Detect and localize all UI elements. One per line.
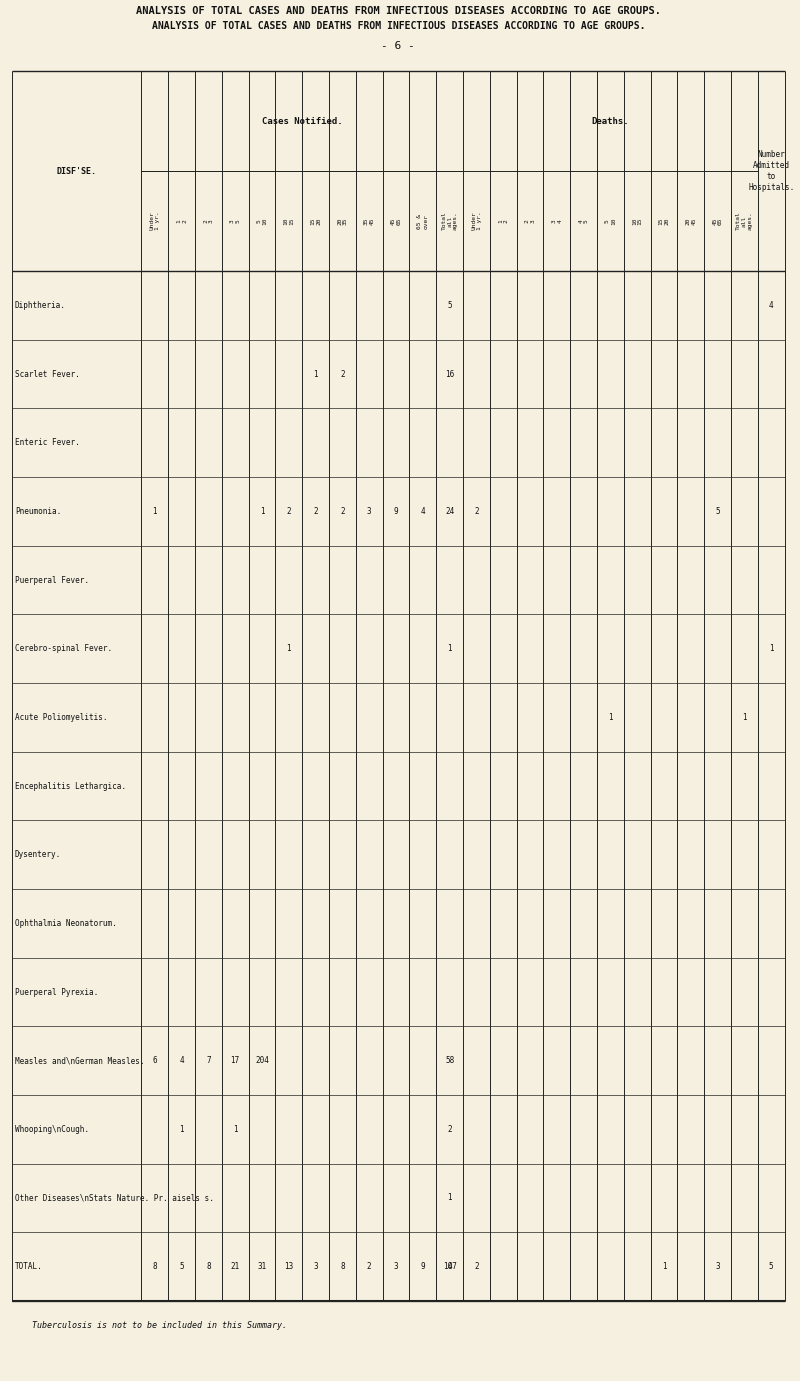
Text: Cerebro-spinal Fever.: Cerebro-spinal Fever. bbox=[15, 644, 112, 653]
Text: Total
all
ages.: Total all ages. bbox=[736, 211, 753, 231]
Text: 20
35: 20 35 bbox=[337, 217, 348, 225]
Text: 1: 1 bbox=[233, 1126, 238, 1134]
Text: Cases Notified.: Cases Notified. bbox=[262, 116, 342, 126]
Text: 8: 8 bbox=[153, 1262, 157, 1271]
Text: 45
65: 45 65 bbox=[712, 217, 723, 225]
Text: Other Diseases\nStats Nature. Pr. aisels s.: Other Diseases\nStats Nature. Pr. aisels… bbox=[15, 1193, 214, 1203]
Text: 2
3: 2 3 bbox=[203, 220, 214, 222]
Text: 3
4: 3 4 bbox=[551, 220, 562, 222]
Text: DISF'SE.: DISF'SE. bbox=[57, 167, 97, 175]
Text: 2: 2 bbox=[447, 1126, 452, 1134]
Text: 2: 2 bbox=[340, 507, 345, 516]
Text: 2: 2 bbox=[367, 1262, 371, 1271]
Text: Total
all
ages.: Total all ages. bbox=[442, 211, 458, 231]
Text: 35
45: 35 45 bbox=[364, 217, 374, 225]
Text: 4: 4 bbox=[769, 301, 774, 309]
Text: 17: 17 bbox=[230, 1056, 240, 1065]
Text: 204: 204 bbox=[255, 1056, 269, 1065]
Text: Puerperal Pyrexia.: Puerperal Pyrexia. bbox=[15, 987, 98, 997]
Text: 15
20: 15 20 bbox=[310, 217, 321, 225]
Text: 5: 5 bbox=[179, 1262, 184, 1271]
Text: Encephalitis Lethargica.: Encephalitis Lethargica. bbox=[15, 782, 126, 790]
Text: 2: 2 bbox=[474, 507, 478, 516]
Text: 1: 1 bbox=[179, 1126, 184, 1134]
Text: 1: 1 bbox=[314, 370, 318, 378]
Text: 5
10: 5 10 bbox=[605, 217, 616, 225]
Text: Whooping\nCough.: Whooping\nCough. bbox=[15, 1126, 89, 1134]
Text: 1: 1 bbox=[769, 644, 774, 653]
Text: 1: 1 bbox=[608, 713, 613, 722]
Text: 1: 1 bbox=[286, 644, 291, 653]
Text: 31: 31 bbox=[258, 1262, 266, 1271]
Text: 5: 5 bbox=[447, 301, 452, 309]
Text: Under
1 yr.: Under 1 yr. bbox=[150, 211, 160, 231]
Text: 4: 4 bbox=[421, 507, 425, 516]
Text: 1: 1 bbox=[260, 507, 264, 516]
Text: 6: 6 bbox=[153, 1056, 157, 1065]
Text: 4: 4 bbox=[447, 1262, 452, 1271]
Text: 2
3: 2 3 bbox=[525, 220, 535, 222]
Text: 9: 9 bbox=[394, 507, 398, 516]
Text: 3
5: 3 5 bbox=[230, 220, 241, 222]
Text: 15
20: 15 20 bbox=[658, 217, 670, 225]
Text: 7: 7 bbox=[206, 1056, 210, 1065]
Text: 1: 1 bbox=[153, 507, 157, 516]
Text: 1: 1 bbox=[447, 1193, 452, 1203]
Text: 20
45: 20 45 bbox=[686, 217, 696, 225]
Text: 4: 4 bbox=[179, 1056, 184, 1065]
Text: ANALYSIS OF TOTAL CASES AND DEATHS FROM INFECTIOUS DISEASES ACCORDING TO AGE GRO: ANALYSIS OF TOTAL CASES AND DEATHS FROM … bbox=[136, 6, 661, 17]
Text: Puerperal Fever.: Puerperal Fever. bbox=[15, 576, 89, 584]
Text: Acute Poliomyelitis.: Acute Poliomyelitis. bbox=[15, 713, 107, 722]
Text: 3: 3 bbox=[715, 1262, 720, 1271]
Text: 10
15: 10 15 bbox=[632, 217, 642, 225]
Text: 1: 1 bbox=[662, 1262, 666, 1271]
Text: 8: 8 bbox=[206, 1262, 210, 1271]
Text: Under
1 yr.: Under 1 yr. bbox=[471, 211, 482, 231]
Text: 10
15: 10 15 bbox=[283, 217, 294, 225]
Text: 24: 24 bbox=[445, 507, 454, 516]
Text: Deaths.: Deaths. bbox=[592, 116, 630, 126]
Text: Ophthalmia Neonatorum.: Ophthalmia Neonatorum. bbox=[15, 918, 117, 928]
Text: 4
5: 4 5 bbox=[578, 220, 589, 222]
Text: 3: 3 bbox=[314, 1262, 318, 1271]
Text: Measles and\nGerman Measles.: Measles and\nGerman Measles. bbox=[15, 1056, 145, 1065]
Text: 16: 16 bbox=[445, 370, 454, 378]
Text: 5: 5 bbox=[769, 1262, 774, 1271]
Text: 2: 2 bbox=[474, 1262, 478, 1271]
Text: 58: 58 bbox=[445, 1056, 454, 1065]
Text: 2: 2 bbox=[286, 507, 291, 516]
Text: 5
10: 5 10 bbox=[257, 217, 267, 225]
Text: 1
2: 1 2 bbox=[176, 220, 187, 222]
Text: 13: 13 bbox=[284, 1262, 294, 1271]
Text: 8: 8 bbox=[340, 1262, 345, 1271]
Text: 21: 21 bbox=[230, 1262, 240, 1271]
Text: TOTAL.: TOTAL. bbox=[15, 1262, 42, 1271]
Text: 45
65: 45 65 bbox=[390, 217, 402, 225]
Text: 1: 1 bbox=[447, 644, 452, 653]
Text: 1: 1 bbox=[742, 713, 746, 722]
Text: 1
2: 1 2 bbox=[498, 220, 509, 222]
Text: ANALYSIS OF TOTAL CASES AND DEATHS FROM INFECTIOUS DISEASES ACCORDING TO AGE GRO: ANALYSIS OF TOTAL CASES AND DEATHS FROM … bbox=[151, 21, 645, 30]
Text: Number
Admitted
to
Hospitals.: Number Admitted to Hospitals. bbox=[748, 151, 794, 192]
Text: Pneumonia.: Pneumonia. bbox=[15, 507, 61, 516]
Text: 9: 9 bbox=[421, 1262, 425, 1271]
Text: Scarlet Fever.: Scarlet Fever. bbox=[15, 370, 80, 378]
Text: Dysentery.: Dysentery. bbox=[15, 851, 61, 859]
Text: 3: 3 bbox=[367, 507, 371, 516]
Text: - 6 -: - 6 - bbox=[382, 41, 415, 51]
Text: 65 &
over: 65 & over bbox=[418, 214, 428, 228]
Text: Tuberculosis is not to be included in this Summary.: Tuberculosis is not to be included in th… bbox=[32, 1322, 287, 1330]
Text: 2: 2 bbox=[314, 507, 318, 516]
Text: 2: 2 bbox=[340, 370, 345, 378]
Text: Enteric Fever.: Enteric Fever. bbox=[15, 438, 80, 447]
Text: 3: 3 bbox=[394, 1262, 398, 1271]
Text: 107: 107 bbox=[442, 1262, 457, 1271]
Text: 5: 5 bbox=[715, 507, 720, 516]
Text: Diphtheria.: Diphtheria. bbox=[15, 301, 66, 309]
